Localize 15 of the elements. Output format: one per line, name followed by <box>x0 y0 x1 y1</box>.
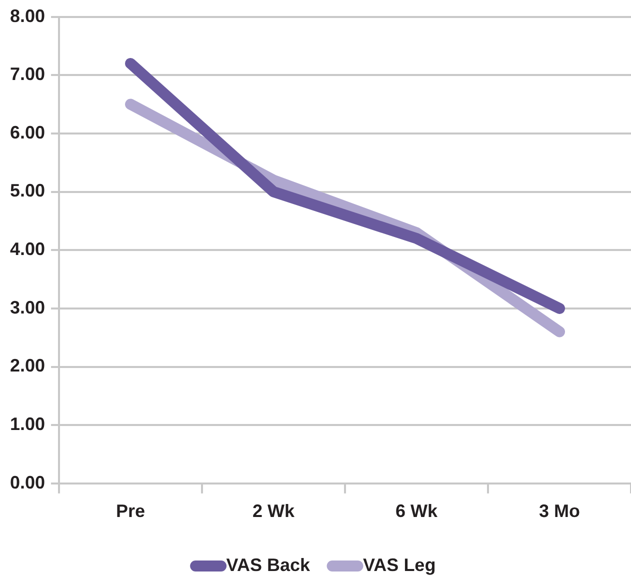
y-tick-label: 5.00 <box>10 180 46 201</box>
y-tick-label: 7.00 <box>10 64 46 84</box>
x-tick-label: 3 Mo <box>538 501 580 522</box>
legend-label: VAS Back <box>226 554 312 575</box>
y-tick-label: 3.00 <box>10 297 46 318</box>
x-tick-label: 2 Wk <box>252 501 296 522</box>
legend-label: VAS Leg <box>363 554 436 575</box>
y-tick-label: 6.00 <box>10 122 46 142</box>
x-tick-label: 6 Wk <box>396 501 439 522</box>
y-tick-label: 1.00 <box>10 414 46 434</box>
x-tick-label: Pre <box>116 501 146 522</box>
y-tick-label: 4.00 <box>10 239 46 260</box>
y-tick-label: 2.00 <box>10 356 46 376</box>
y-tick-label: 0.00 <box>10 472 46 492</box>
y-tick-label: 8.00 <box>10 6 46 26</box>
